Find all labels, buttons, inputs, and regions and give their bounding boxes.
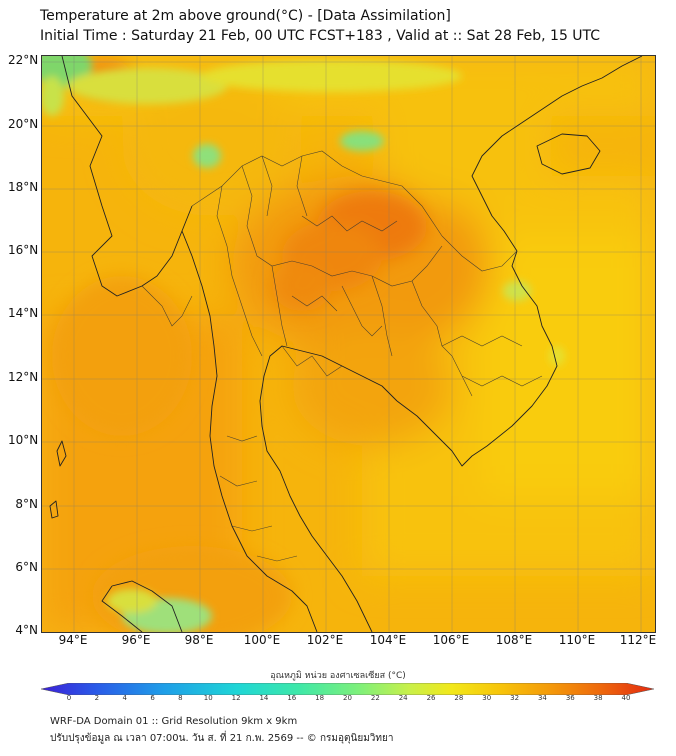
colorbar-title: อุณหภูมิ หน่วย องศาเซลเซียส (°C) (270, 671, 406, 681)
colorbar (40, 680, 655, 696)
lat-label-8n: 8°N (15, 497, 38, 511)
lon-label-98e: 98°E (184, 633, 214, 647)
lon-label-110e: 110°E (558, 633, 596, 647)
colorbar-tick-label: 22 (370, 694, 380, 702)
colorbar-tick-label: 24 (398, 694, 408, 702)
lat-label-10n: 10°N (8, 433, 39, 447)
map-canvas (42, 56, 655, 632)
temperature-map[interactable] (41, 55, 656, 633)
lon-label-112e: 112°E (619, 633, 657, 647)
footer-line-2: ปรับปรุงข้อมูล ณ เวลา 07:00น. วัน ส. ที่… (50, 733, 394, 744)
lat-label-22n: 22°N (8, 53, 39, 67)
colorbar-tick-label: 0 (66, 694, 72, 702)
colorbar-tick-label: 26 (426, 694, 436, 702)
colorbar-tick-label: 16 (287, 694, 297, 702)
lat-label-16n: 16°N (8, 243, 39, 257)
lat-label-20n: 20°N (8, 117, 39, 131)
footer-line-1: WRF-DA Domain 01 :: Grid Resolution 9km … (50, 716, 298, 727)
lat-label-4n: 4°N (15, 623, 38, 637)
colorbar-tick-label: 32 (510, 694, 520, 702)
colorbar-tick-label: 18 (315, 694, 325, 702)
lat-label-12n: 12°N (8, 370, 39, 384)
lat-label-18n: 18°N (8, 180, 39, 194)
colorbar-tick-label: 12 (231, 694, 241, 702)
chart-title: Temperature at 2m above ground(°C) - [Da… (40, 6, 600, 46)
lon-label-102e: 102°E (306, 633, 344, 647)
colorbar-tick-label: 8 (178, 694, 183, 702)
lon-label-100e: 100°E (243, 633, 281, 647)
title-line-2: Initial Time : Saturday 21 Feb, 00 UTC F… (40, 28, 601, 44)
colorbar-tick-label: 40 (621, 694, 631, 702)
lon-label-106e: 106°E (432, 633, 470, 647)
colorbar-tick-label: 20 (343, 694, 352, 702)
title-line-1: Temperature at 2m above ground(°C) - [Da… (40, 8, 451, 24)
colorbar-tick-label: 14 (259, 694, 269, 702)
colorbar-tick-label: 28 (454, 694, 464, 702)
colorbar-tick-label: 38 (593, 694, 603, 702)
colorbar-tick-label: 34 (537, 694, 547, 702)
colorbar-tick-label: 6 (150, 694, 155, 702)
colorbar-tick-label: 30 (482, 694, 492, 702)
colorbar-tick-label: 36 (565, 694, 575, 702)
lon-label-104e: 104°E (369, 633, 407, 647)
colorbar-tick-label: 4 (122, 694, 127, 702)
lat-label-6n: 6°N (15, 560, 38, 574)
colorbar-tick-label: 2 (94, 694, 100, 702)
colorbar-tick-label: 10 (203, 694, 213, 702)
lat-label-14n: 14°N (8, 306, 39, 320)
lon-label-94e: 94°E (58, 633, 88, 647)
lon-label-108e: 108°E (495, 633, 533, 647)
lon-label-96e: 96°E (121, 633, 151, 647)
